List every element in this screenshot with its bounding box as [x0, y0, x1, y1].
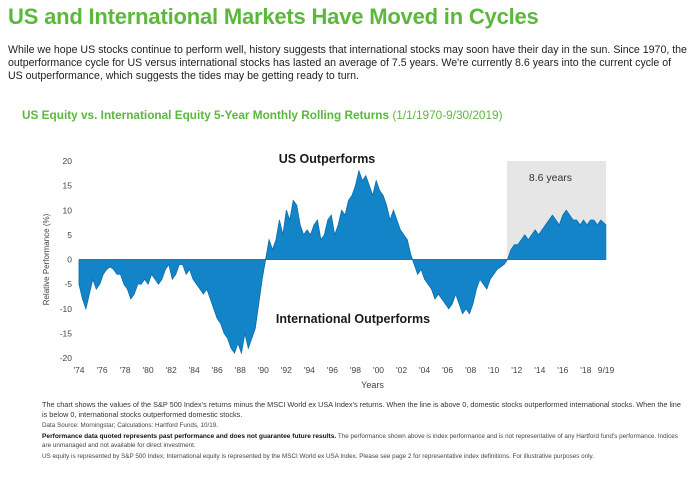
x-tick-label: '76 [96, 365, 107, 375]
x-tick-label: '16 [557, 365, 568, 375]
x-tick-label: '00 [373, 365, 384, 375]
index-definitions: US equity is represented by S&P 500 Inde… [42, 453, 594, 460]
y-tick-label: 5 [67, 230, 72, 240]
x-tick-label: '96 [327, 365, 338, 375]
intro-paragraph: While we hope US stocks continue to perf… [8, 44, 687, 82]
page-title: US and International Markets Have Moved … [8, 4, 539, 29]
x-tick-label: '08 [465, 365, 476, 375]
x-tick-label: '90 [258, 365, 269, 375]
x-tick-label: '88 [235, 365, 246, 375]
disclaimer-bold: Performance data quoted represents past … [42, 433, 337, 440]
footnotes: The chart shows the values of the S&P 50… [42, 400, 687, 460]
x-tick-label: '18 [580, 365, 591, 375]
x-tick-label: '10 [488, 365, 499, 375]
series-line [78, 169, 607, 355]
x-tick-label: '06 [442, 365, 453, 375]
annotation-international-outperforms: International Outperforms [276, 312, 430, 326]
chart-subtitle-range: (1/1/1970-9/30/2019) [392, 108, 503, 122]
x-axis-label: Years [361, 380, 384, 390]
y-tick-label: 10 [63, 205, 73, 215]
shaded-region-label: 8.6 years [529, 172, 572, 184]
x-tick-label: '98 [350, 365, 361, 375]
x-tick-label: '86 [212, 365, 223, 375]
x-tick-label: '74 [73, 365, 84, 375]
x-tick-label: '12 [511, 365, 522, 375]
y-tick-label: -10 [60, 304, 73, 314]
y-tick-label: 0 [67, 255, 72, 265]
y-tick-label: 20 [63, 156, 73, 166]
y-tick-label: -15 [60, 328, 73, 338]
x-tick-label: '78 [120, 365, 131, 375]
x-tick-label: '80 [143, 365, 154, 375]
chart-subtitle: US Equity vs. International Equity 5-Yea… [22, 108, 503, 122]
y-tick-label: 15 [63, 181, 73, 191]
x-tick-label: '04 [419, 365, 430, 375]
chart-subtitle-main: US Equity vs. International Equity 5-Yea… [22, 108, 390, 122]
x-tick-label: '02 [396, 365, 407, 375]
performance-disclaimer: Performance data quoted represents past … [42, 433, 687, 450]
rolling-returns-chart: 8.6 years 20 15 10 5 0 -5 -10 -15 -20'74 '76 '78 '80… [42, 152, 615, 390]
x-tick-label: '94 [304, 365, 315, 375]
y-tick-label: -5 [64, 279, 72, 289]
annotation-us-outperforms: US Outperforms [279, 152, 376, 166]
x-tick-label: '84 [189, 365, 200, 375]
data-source: Data Source: Morningstar; Calculations: … [42, 422, 219, 429]
x-tick-label: '82 [166, 365, 177, 375]
chart-description: The chart shows the values of the S&P 50… [42, 400, 681, 419]
y-tick-label: -20 [60, 353, 73, 363]
x-tick-label: 9/19 [598, 365, 615, 375]
disclaimer-rest: The performance shown above is index per… [42, 433, 678, 449]
x-tick-label: '92 [281, 365, 292, 375]
y-axis-label: Relative Performance (%) [42, 213, 51, 305]
x-tick-label: '14 [534, 365, 545, 375]
